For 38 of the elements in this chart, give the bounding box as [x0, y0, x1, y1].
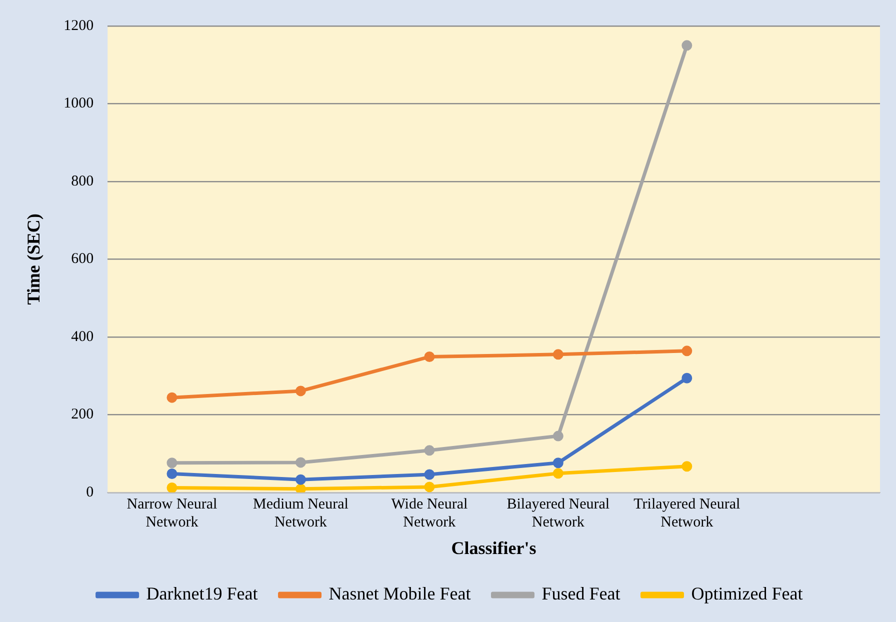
x-axis-title: Classifier's — [451, 538, 536, 558]
x-tick-label: Wide Neural Network — [391, 496, 468, 530]
y-tick-label: 1000 — [64, 96, 94, 112]
point — [552, 458, 564, 468]
point — [295, 386, 306, 396]
point — [166, 392, 178, 403]
point — [682, 461, 692, 472]
point — [682, 346, 692, 356]
y-tick-label: 0 — [86, 484, 94, 500]
point — [295, 474, 306, 485]
legend-label: Darknet19 Feat — [146, 584, 258, 604]
legend-label: Optimized Feat — [691, 584, 803, 604]
point — [552, 430, 564, 442]
y-tick-label: 200 — [71, 406, 94, 423]
x-tick-label: Trilayered Neural Network — [634, 496, 740, 530]
y-tick-label: 400 — [71, 328, 94, 345]
point — [295, 457, 306, 468]
point — [552, 468, 564, 479]
legend-label: Nasnet Mobile Feat — [328, 584, 471, 604]
point — [552, 349, 564, 360]
legend-label: Fused Feat — [542, 584, 620, 604]
y-axis-title: Time (SEC) — [23, 214, 44, 305]
point — [166, 468, 178, 479]
point — [682, 372, 692, 384]
x-tick-label: Bilayered Neural Network — [506, 496, 610, 530]
point — [166, 482, 178, 492]
point — [166, 458, 178, 468]
y-tick-label: 800 — [71, 173, 94, 190]
point — [424, 352, 435, 362]
y-tick-label: 600 — [71, 251, 94, 268]
point — [424, 445, 435, 456]
point — [424, 482, 435, 492]
point — [295, 484, 306, 492]
x-tick-label: Medium Neural Network — [253, 496, 348, 530]
y-tick-label: 1200 — [64, 18, 94, 34]
x-tick-label: Narrow Neural Network — [126, 496, 218, 530]
point — [682, 40, 692, 51]
point — [424, 469, 435, 480]
